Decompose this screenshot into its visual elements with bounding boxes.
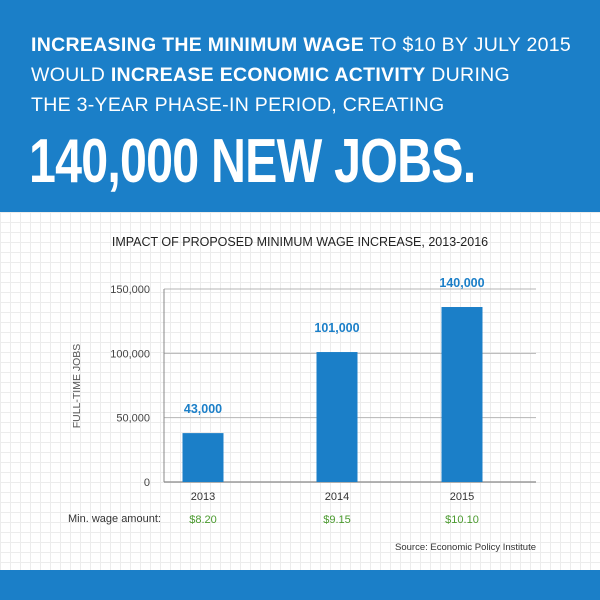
y-tick-label: 0 <box>144 477 150 489</box>
headline: 140,000 NEW JOBS. <box>29 127 476 196</box>
line1-segment-1: to $10 by July 2015 <box>364 34 572 56</box>
bar-2013 <box>182 433 224 482</box>
header-line-1: Increasing the minimum wage to $10 by Ju… <box>31 34 571 57</box>
footer-band <box>0 570 600 600</box>
header-line-3: the 3-year phase-in period, creating <box>31 94 445 117</box>
chart-title: IMPACT OF PROPOSED MINIMUM WAGE INCREASE… <box>112 235 488 249</box>
line2-segment-1: increase economic activity <box>110 64 426 86</box>
bar-2015 <box>441 307 483 482</box>
data-label: 101,000 <box>314 321 359 335</box>
data-label: 140,000 <box>439 276 484 290</box>
wage-value: $8.20 <box>189 514 217 526</box>
y-tick-label: 50,000 <box>116 413 150 425</box>
line2-segment-0: would <box>31 64 111 86</box>
wage-row-label: Min. wage amount: <box>68 513 161 525</box>
x-tick-label: 2014 <box>325 491 349 503</box>
line1-segment-0: Increasing the minimum wage <box>31 34 365 56</box>
bar-chart: IMPACT OF PROPOSED MINIMUM WAGE INCREASE… <box>71 235 536 526</box>
x-tick-label: 2015 <box>450 491 474 503</box>
y-axis-label: FULL-TIME JOBS <box>71 344 83 429</box>
x-tick-label: 2013 <box>191 491 215 503</box>
wage-value: $9.15 <box>323 514 351 526</box>
chart-background-grid <box>0 212 600 570</box>
y-tick-label: 150,000 <box>110 284 150 296</box>
y-tick-label: 100,000 <box>110 348 150 360</box>
wage-value: $10.10 <box>445 514 479 526</box>
header-banner: Increasing the minimum wage to $10 by Ju… <box>0 0 600 212</box>
header-line-2: would increase economic activity during <box>31 64 510 87</box>
bar-2014 <box>316 352 358 482</box>
line2-segment-2: during <box>425 64 511 86</box>
data-label: 43,000 <box>184 402 222 416</box>
source-note: Source: Economic Policy Institute <box>395 542 536 553</box>
line3-segment-0: the 3-year phase-in period, creating <box>31 94 445 116</box>
